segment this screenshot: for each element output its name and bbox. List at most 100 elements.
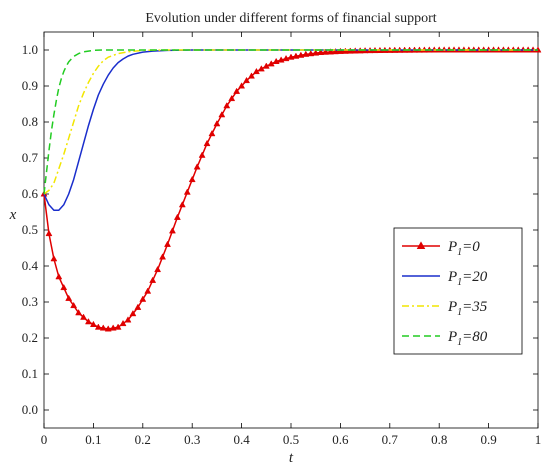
series-marker [262, 62, 270, 69]
series-marker [198, 151, 206, 158]
legend: P1=0 P1=20 P1=35 P1=80 [393, 227, 523, 355]
legend-label: P1=35 [447, 299, 488, 318]
series-marker [50, 255, 58, 262]
series-marker [238, 82, 246, 89]
legend-box [393, 227, 523, 355]
y-axis-title: x [9, 207, 17, 223]
series-marker [277, 56, 285, 63]
x-tick-label: 0.6 [332, 432, 349, 447]
x-tick-label: 0.2 [135, 432, 151, 447]
series-marker [218, 111, 226, 118]
y-tick-label: 0.8 [22, 114, 38, 129]
x-tick-label: 1 [535, 432, 542, 447]
chart-title: Evolution under different forms of finan… [145, 11, 436, 26]
y-tick-label: 0.5 [22, 222, 38, 237]
series-marker [248, 72, 255, 79]
series-marker [124, 316, 132, 323]
x-tick-label: 0.5 [283, 432, 299, 447]
series-layer [40, 46, 542, 332]
legend-label: P1=80 [447, 329, 488, 348]
series-marker [252, 67, 260, 75]
series-marker [65, 294, 73, 301]
series-marker [312, 49, 320, 56]
series-marker [307, 50, 315, 57]
series-marker [223, 102, 231, 109]
y-tick-label: 0.0 [22, 402, 38, 417]
x-tick-label: 0.8 [431, 432, 447, 447]
series-marker [302, 50, 310, 57]
series-marker [331, 47, 339, 55]
series-marker [149, 276, 157, 283]
series-marker [104, 325, 112, 332]
series-marker [159, 253, 167, 260]
x-tick-label: 0.4 [233, 432, 250, 447]
series-marker [243, 76, 251, 84]
series-marker [213, 120, 221, 127]
series-marker [168, 227, 176, 234]
series-marker [297, 51, 305, 58]
x-tick-label: 0 [41, 432, 48, 447]
series-marker [188, 175, 196, 183]
series-marker [322, 48, 330, 55]
series-marker [267, 60, 275, 67]
series-marker [228, 94, 236, 102]
legend-label: P1=0 [447, 239, 480, 258]
series-marker [119, 319, 127, 327]
series-marker [336, 47, 344, 54]
y-tick-label: 0.3 [22, 294, 38, 309]
series-marker [129, 309, 137, 317]
y-tick-label: 0.9 [22, 78, 38, 93]
y-tick-label: 1.0 [22, 42, 38, 57]
series-marker [139, 295, 147, 302]
series-marker [233, 87, 241, 94]
x-tick-label: 0.3 [184, 432, 200, 447]
series-marker [84, 318, 92, 325]
series-marker [317, 48, 325, 56]
series-marker [134, 303, 142, 310]
series-marker [208, 129, 216, 137]
series-marker [75, 309, 83, 316]
series-marker [282, 54, 290, 62]
series-marker [99, 324, 107, 331]
series-marker [80, 313, 87, 320]
series-marker [94, 323, 102, 330]
y-tick-label: 0.2 [22, 330, 38, 345]
series-line [43, 49, 538, 195]
series-line [43, 49, 538, 211]
series-marker [203, 139, 211, 147]
x-tick-label: 0.7 [382, 432, 399, 447]
x-tick-label: 0.1 [85, 432, 101, 447]
legend-label: P1=20 [447, 269, 488, 288]
series-marker [287, 53, 295, 60]
series-marker [193, 163, 201, 170]
axis-ticks: 0 0.1 0.2 0.3 0.4 0.5 0.6 0.7 0.8 0.9 1 0.0 0.1 0.2 0.… [22, 32, 542, 447]
series-marker [272, 57, 280, 65]
x-axis-title: t [289, 450, 294, 466]
series-marker [144, 287, 152, 294]
series-marker [89, 320, 97, 327]
series-marker [292, 52, 300, 59]
legend-marker [416, 241, 426, 250]
series-marker [55, 273, 63, 280]
series-marker [154, 265, 162, 273]
series-3 [43, 49, 538, 195]
y-tick-label: 0.7 [22, 150, 39, 165]
series-1 [43, 49, 538, 211]
y-tick-label: 0.4 [22, 258, 39, 273]
series-marker [60, 283, 68, 291]
series-marker [70, 301, 78, 309]
series-marker [109, 324, 117, 331]
series-line [43, 49, 538, 195]
y-tick-label: 0.1 [22, 366, 38, 381]
y-tick-label: 0.6 [22, 186, 39, 201]
series-marker [327, 48, 334, 55]
series-marker [164, 240, 171, 247]
series-marker [173, 213, 181, 220]
series-marker [178, 201, 186, 208]
series-marker [257, 65, 265, 72]
series-marker [183, 188, 191, 195]
series-2 [43, 49, 538, 195]
series-marker [341, 47, 349, 54]
